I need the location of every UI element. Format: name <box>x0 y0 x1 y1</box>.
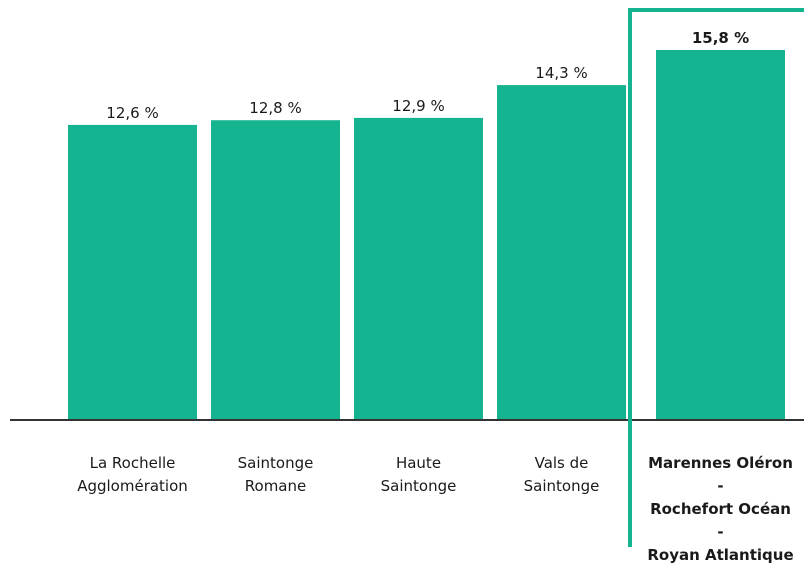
x-tick-label: Vals de Saintonge <box>523 454 600 495</box>
bar <box>497 85 626 421</box>
x-tick-label: Haute Saintonge <box>380 454 457 495</box>
bar <box>211 120 340 420</box>
page: {"chart_data": {"type": "bar", "categori… <box>10 8 804 564</box>
x-tick-label: Marennes Oléron - Rochefort Océan - Roya… <box>647 454 794 564</box>
bar <box>354 117 483 421</box>
value-label: 12,6 % <box>106 104 158 122</box>
value-label: 12,9 % <box>392 97 444 115</box>
bar <box>656 49 785 421</box>
bar <box>68 124 197 421</box>
x-tick-label: La Rochelle Agglomération <box>77 454 188 495</box>
x-tick-label: Saintonge Romane <box>237 454 314 495</box>
value-label: 15,8 % <box>692 29 749 47</box>
value-label: 14,3 % <box>535 64 587 82</box>
value-label: 12,8 % <box>249 99 301 117</box>
chart: 12,6 % 12,8 % 12,9 % 14,3 % 15,8 % <box>10 8 804 547</box>
highlight-frame <box>628 8 804 547</box>
